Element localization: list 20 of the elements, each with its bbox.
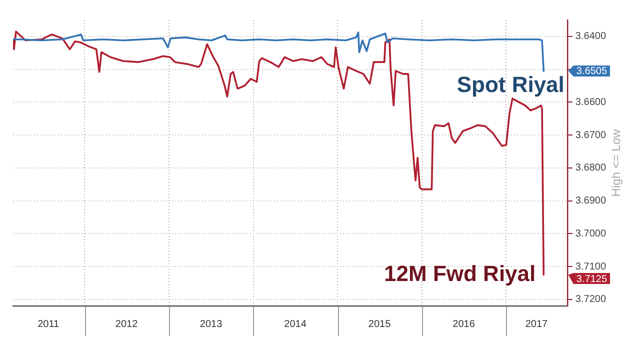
x-tick-label: 2012 xyxy=(115,318,138,330)
y-tick-label: 3.6400 xyxy=(575,31,606,42)
x-tick-label: 2014 xyxy=(284,318,307,330)
x-tick-label: 2016 xyxy=(452,318,476,330)
y-tick-label: 3.6900 xyxy=(575,196,606,207)
x-tick-label: 2011 xyxy=(38,318,60,330)
x-tick-label: 2013 xyxy=(200,318,223,330)
legend-label: 12M Fwd Riyal xyxy=(384,260,536,286)
text: 3.7125 xyxy=(576,274,608,285)
y-tick-label: 3.7100 xyxy=(575,261,606,272)
x-tick-label: 2015 xyxy=(368,318,392,330)
y-tick-label: 3.6600 xyxy=(575,96,606,108)
y-axis-title: High <= Low xyxy=(608,128,623,197)
y-tick-label: 3.7200 xyxy=(575,294,606,306)
legend-label: Spot Riyal xyxy=(456,72,564,98)
y-tick-label: 3.6800 xyxy=(575,162,606,174)
y-tick-label: 3.6700 xyxy=(575,130,606,141)
x-tick-label: 2017 xyxy=(525,318,548,330)
text: 3.6505 xyxy=(576,66,608,78)
y-tick-label: 3.7000 xyxy=(575,228,606,240)
